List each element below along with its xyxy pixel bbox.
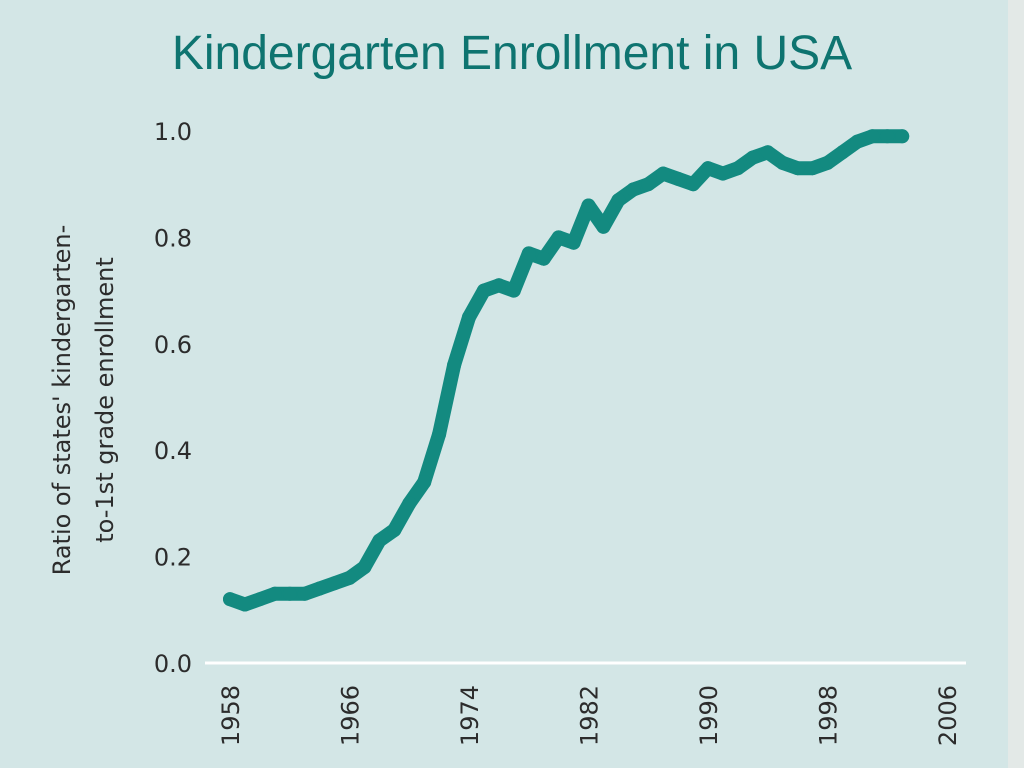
data-point-1993: [745, 150, 760, 165]
y-axis-title-line-1: Ratio of states' kindergarten-: [48, 225, 76, 576]
data-point-1997: [805, 161, 820, 176]
data-point-1983: [596, 219, 611, 234]
data-point-1998: [820, 155, 835, 170]
data-point-1972: [432, 427, 447, 442]
data-point-1967: [357, 560, 372, 575]
data-point-1989: [686, 177, 701, 192]
data-point-1994: [760, 145, 775, 160]
x-tick-label-1974: 1974: [456, 685, 484, 746]
y-axis-title: Ratio of states' kindergarten- to-1st gr…: [48, 225, 119, 576]
data-point-1980: [551, 230, 566, 245]
data-point-1964: [312, 581, 327, 596]
data-point-1996: [790, 161, 805, 176]
y-tick-label-0.0: 0.0: [154, 650, 192, 678]
data-point-2001: [865, 129, 880, 144]
data-point-1995: [775, 155, 790, 170]
y-tick-labels: 0.0 0.2 0.4 0.6 0.8 1.0: [154, 118, 192, 678]
data-point-1966: [342, 570, 357, 585]
x-tick-label-1982: 1982: [576, 685, 604, 746]
data-point-1987: [656, 166, 671, 181]
data-point-1975: [476, 283, 491, 298]
x-tick-label-2006: 2006: [934, 685, 962, 746]
data-point-2002: [880, 129, 895, 144]
data-point-1984: [611, 193, 626, 208]
x-tick-label-1998: 1998: [815, 685, 843, 746]
data-point-1976: [491, 278, 506, 293]
data-point-1961: [267, 586, 282, 601]
data-point-2003: [895, 129, 910, 144]
data-point-1963: [297, 586, 312, 601]
data-point-1991: [715, 166, 730, 181]
data-point-1981: [566, 235, 581, 250]
x-tick-labels: 1958 1966 1974 1982 1990 1998 2006: [217, 685, 962, 746]
data-point-1965: [327, 576, 342, 591]
series-points: [223, 129, 910, 612]
data-point-1982: [581, 198, 596, 213]
series-line-enrollment-ratio: [223, 129, 910, 612]
data-point-1959: [237, 597, 252, 612]
y-tick-label-1.0: 1.0: [154, 118, 192, 146]
x-tick-label-1966: 1966: [337, 685, 365, 746]
y-tick-label-0.8: 0.8: [154, 224, 192, 252]
data-point-2000: [850, 134, 865, 149]
y-tick-label-0.4: 0.4: [154, 437, 192, 465]
y-tick-label-0.6: 0.6: [154, 331, 192, 359]
x-tick-label-1990: 1990: [695, 685, 723, 746]
data-point-1978: [521, 246, 536, 261]
y-axis-title-line-2: to-1st grade enrollment: [91, 257, 119, 543]
data-point-1969: [387, 523, 402, 537]
y-tick-label-0.2: 0.2: [154, 544, 192, 572]
data-point-1973: [447, 358, 462, 373]
data-point-1979: [536, 251, 551, 266]
data-point-1988: [671, 171, 686, 186]
data-point-1977: [506, 283, 521, 298]
data-point-1958: [223, 592, 237, 607]
x-tick-label-1958: 1958: [217, 685, 245, 746]
data-point-1986: [641, 177, 656, 192]
data-point-1990: [701, 161, 715, 176]
data-point-1999: [835, 145, 850, 160]
data-point-1968: [372, 533, 387, 548]
chart-title: Kindergarten Enrollment in USA: [171, 27, 853, 80]
data-point-1985: [626, 182, 641, 197]
data-point-1962: [282, 586, 297, 601]
data-point-1970: [402, 496, 417, 511]
data-point-1992: [730, 161, 745, 176]
data-point-1971: [417, 475, 432, 490]
data-point-1960: [252, 592, 267, 607]
data-point-1974: [462, 310, 476, 325]
